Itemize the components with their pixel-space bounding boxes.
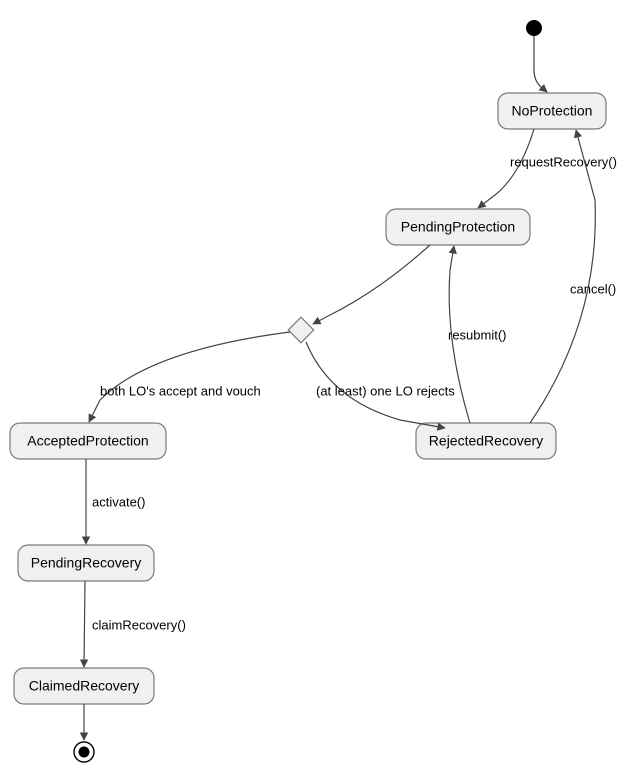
edge-to-decision: [313, 245, 430, 324]
final-state: [74, 742, 94, 762]
state-accepted-protection: AcceptedProtection: [10, 423, 166, 459]
edge-label: (at least) one LO rejects: [316, 383, 455, 398]
state-rejected-recovery: RejectedRecovery: [416, 423, 556, 459]
state-diagram: NoProtection PendingProtection AcceptedP…: [0, 0, 633, 782]
state-pending-recovery: PendingRecovery: [18, 545, 154, 581]
state-claimed-recovery: ClaimedRecovery: [14, 668, 154, 704]
choice-node: [288, 317, 313, 342]
edge-label: requestRecovery(): [510, 154, 617, 169]
state-label: RejectedRecovery: [429, 433, 543, 449]
edge-label: claimRecovery(): [92, 617, 186, 632]
edge-label: both LO's accept and vouch: [100, 383, 261, 398]
edge-start: [534, 36, 547, 92]
edge-label: resubmit(): [448, 327, 507, 342]
state-no-protection: NoProtection: [498, 93, 606, 129]
state-label: AcceptedProtection: [27, 433, 148, 449]
edge-claim: [84, 581, 85, 667]
state-label: PendingProtection: [401, 219, 515, 235]
state-pending-protection: PendingProtection: [386, 209, 530, 245]
edge-accept: [89, 332, 290, 422]
state-label: PendingRecovery: [31, 555, 142, 571]
state-label: ClaimedRecovery: [29, 678, 139, 694]
edge-cancel: [530, 130, 595, 423]
initial-state: [526, 20, 542, 36]
edge-label: activate(): [92, 494, 145, 509]
state-label: NoProtection: [512, 103, 593, 119]
edge-label: cancel(): [570, 281, 616, 296]
